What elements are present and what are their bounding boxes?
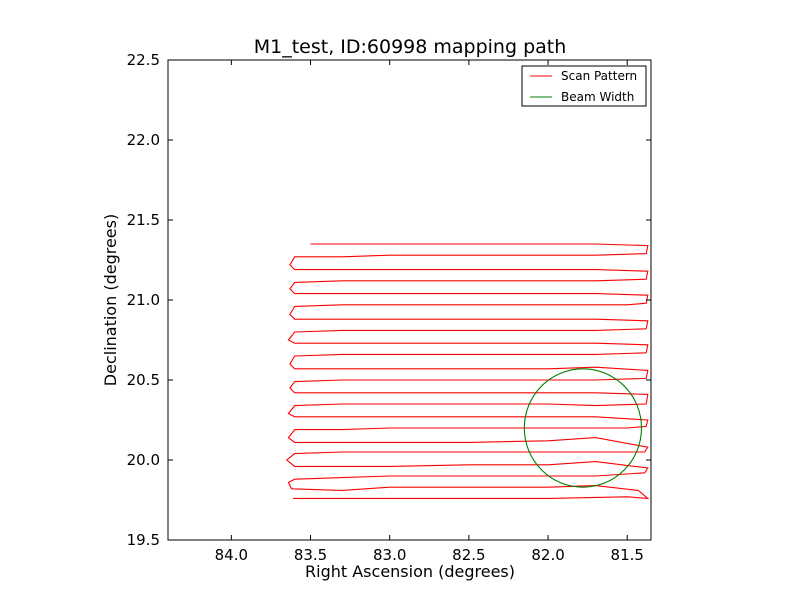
- x-tick-label: 83.5: [294, 546, 327, 564]
- plot-frame: [167, 59, 652, 541]
- y-axis-label: Declination (degrees): [101, 214, 120, 386]
- chart-title: M1_test, ID:60998 mapping path: [254, 36, 567, 58]
- series-beam-width: [523, 368, 643, 488]
- y-tick-label: 21.0: [127, 291, 160, 309]
- y-axis: 19.5 20.0 20.5 21.0 21.5 22.0 22.5: [127, 51, 651, 549]
- series-scan-pattern: [285, 243, 650, 500]
- y-tick-label: 22.5: [127, 51, 160, 69]
- legend-label-beam-width: Beam Width: [561, 90, 634, 104]
- y-tick-label: 21.5: [127, 211, 160, 229]
- x-axis-label: Right Ascension (degrees): [305, 562, 515, 581]
- x-tick-label: 84.0: [215, 546, 248, 564]
- x-tick-label: 81.5: [611, 546, 644, 564]
- y-tick-label: 20.0: [127, 451, 160, 469]
- legend-label-scan-pattern: Scan Pattern: [561, 69, 637, 83]
- x-tick-label: 82.0: [531, 546, 564, 564]
- x-axis: 84.0 83.5 83.0 82.5 82.0 81.5: [215, 60, 644, 564]
- x-tick-label: 82.5: [452, 546, 485, 564]
- y-tick-label: 22.0: [127, 131, 160, 149]
- legend: Scan Pattern Beam Width: [521, 65, 647, 107]
- plot-area: [285, 243, 650, 500]
- y-tick-label: 19.5: [127, 531, 160, 549]
- legend-box: [521, 65, 647, 107]
- x-tick-label: 83.0: [373, 546, 406, 564]
- y-tick-label: 20.5: [127, 371, 160, 389]
